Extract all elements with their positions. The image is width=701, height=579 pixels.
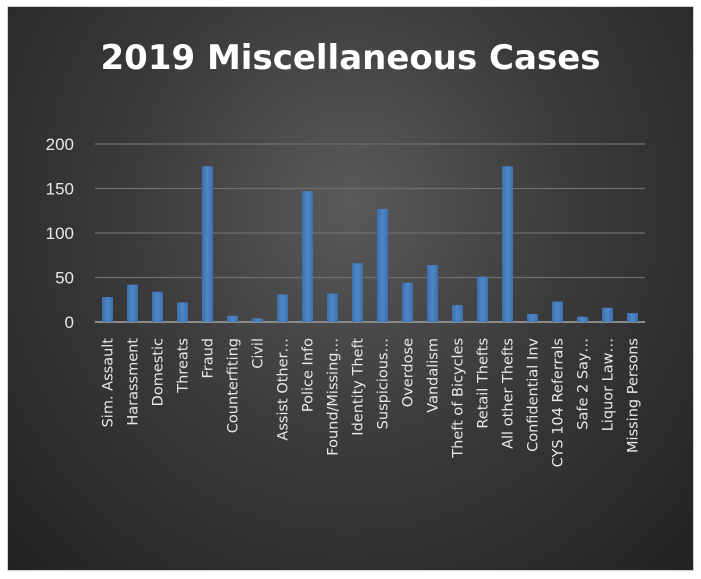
bar — [352, 263, 363, 322]
bar — [227, 315, 238, 322]
x-category-label: Identity Theft — [351, 338, 367, 436]
x-category-label: CYS 104 Referrals — [551, 338, 567, 467]
x-category-label: Suspicious… — [376, 338, 392, 429]
x-category-label: Assist Other… — [276, 338, 292, 441]
x-axis-labels: Sim. Assault Harassment Domestic Threats Fra… — [101, 338, 642, 468]
x-category-label: Retail Thefts — [476, 338, 492, 429]
x-category-label: Sim. Assault — [101, 338, 117, 428]
x-category-label: Confidential Inv — [526, 338, 542, 452]
x-category-label: Safe 2 Say… — [576, 338, 592, 430]
bar — [477, 276, 488, 322]
x-category-label: Domestic — [151, 338, 167, 406]
y-tick-label: 200 — [46, 135, 74, 154]
bar — [302, 191, 313, 322]
x-category-label: Harassment — [126, 338, 142, 426]
bar — [102, 297, 113, 322]
bar — [202, 166, 213, 322]
x-category-label: All other Thefts — [501, 338, 517, 449]
bar — [452, 305, 463, 322]
chart-title: 2019 Miscellaneous Cases — [100, 38, 601, 78]
x-category-label: Civil — [251, 338, 267, 369]
bar — [377, 208, 388, 322]
bar — [527, 313, 538, 322]
bar — [502, 166, 513, 322]
y-tick-label: 100 — [46, 224, 74, 243]
bar — [427, 265, 438, 322]
bar — [552, 301, 563, 322]
bar — [152, 291, 163, 322]
y-tick-label: 50 — [55, 269, 74, 288]
bar — [327, 293, 338, 322]
bar — [252, 318, 263, 322]
bar — [277, 294, 288, 322]
x-category-label: Missing Persons — [626, 338, 642, 453]
gridlines — [95, 143, 645, 323]
bar — [402, 282, 413, 322]
chart-background — [7, 6, 694, 571]
x-category-label: Liquor Law… — [601, 338, 617, 431]
bar — [602, 307, 613, 322]
y-tick-label: 150 — [46, 180, 74, 199]
x-category-label: Found/Missing… — [326, 338, 342, 456]
x-category-label: Fraud — [201, 338, 217, 379]
bar — [627, 313, 638, 322]
x-category-label: Vandalism — [426, 338, 442, 413]
bar — [127, 284, 138, 322]
bar — [577, 316, 588, 322]
y-tick-label: 0 — [65, 313, 74, 332]
x-category-label: Theft of Bicycles — [451, 338, 467, 459]
bars — [102, 166, 638, 322]
y-axis-ticks: 0 50 100 150 200 — [46, 135, 74, 332]
x-category-label: Police Info — [301, 338, 317, 412]
x-category-label: Overdose — [401, 338, 417, 407]
x-category-label: Threats — [176, 338, 192, 394]
x-category-label: Counterfiting — [226, 338, 242, 433]
bar — [177, 302, 188, 322]
